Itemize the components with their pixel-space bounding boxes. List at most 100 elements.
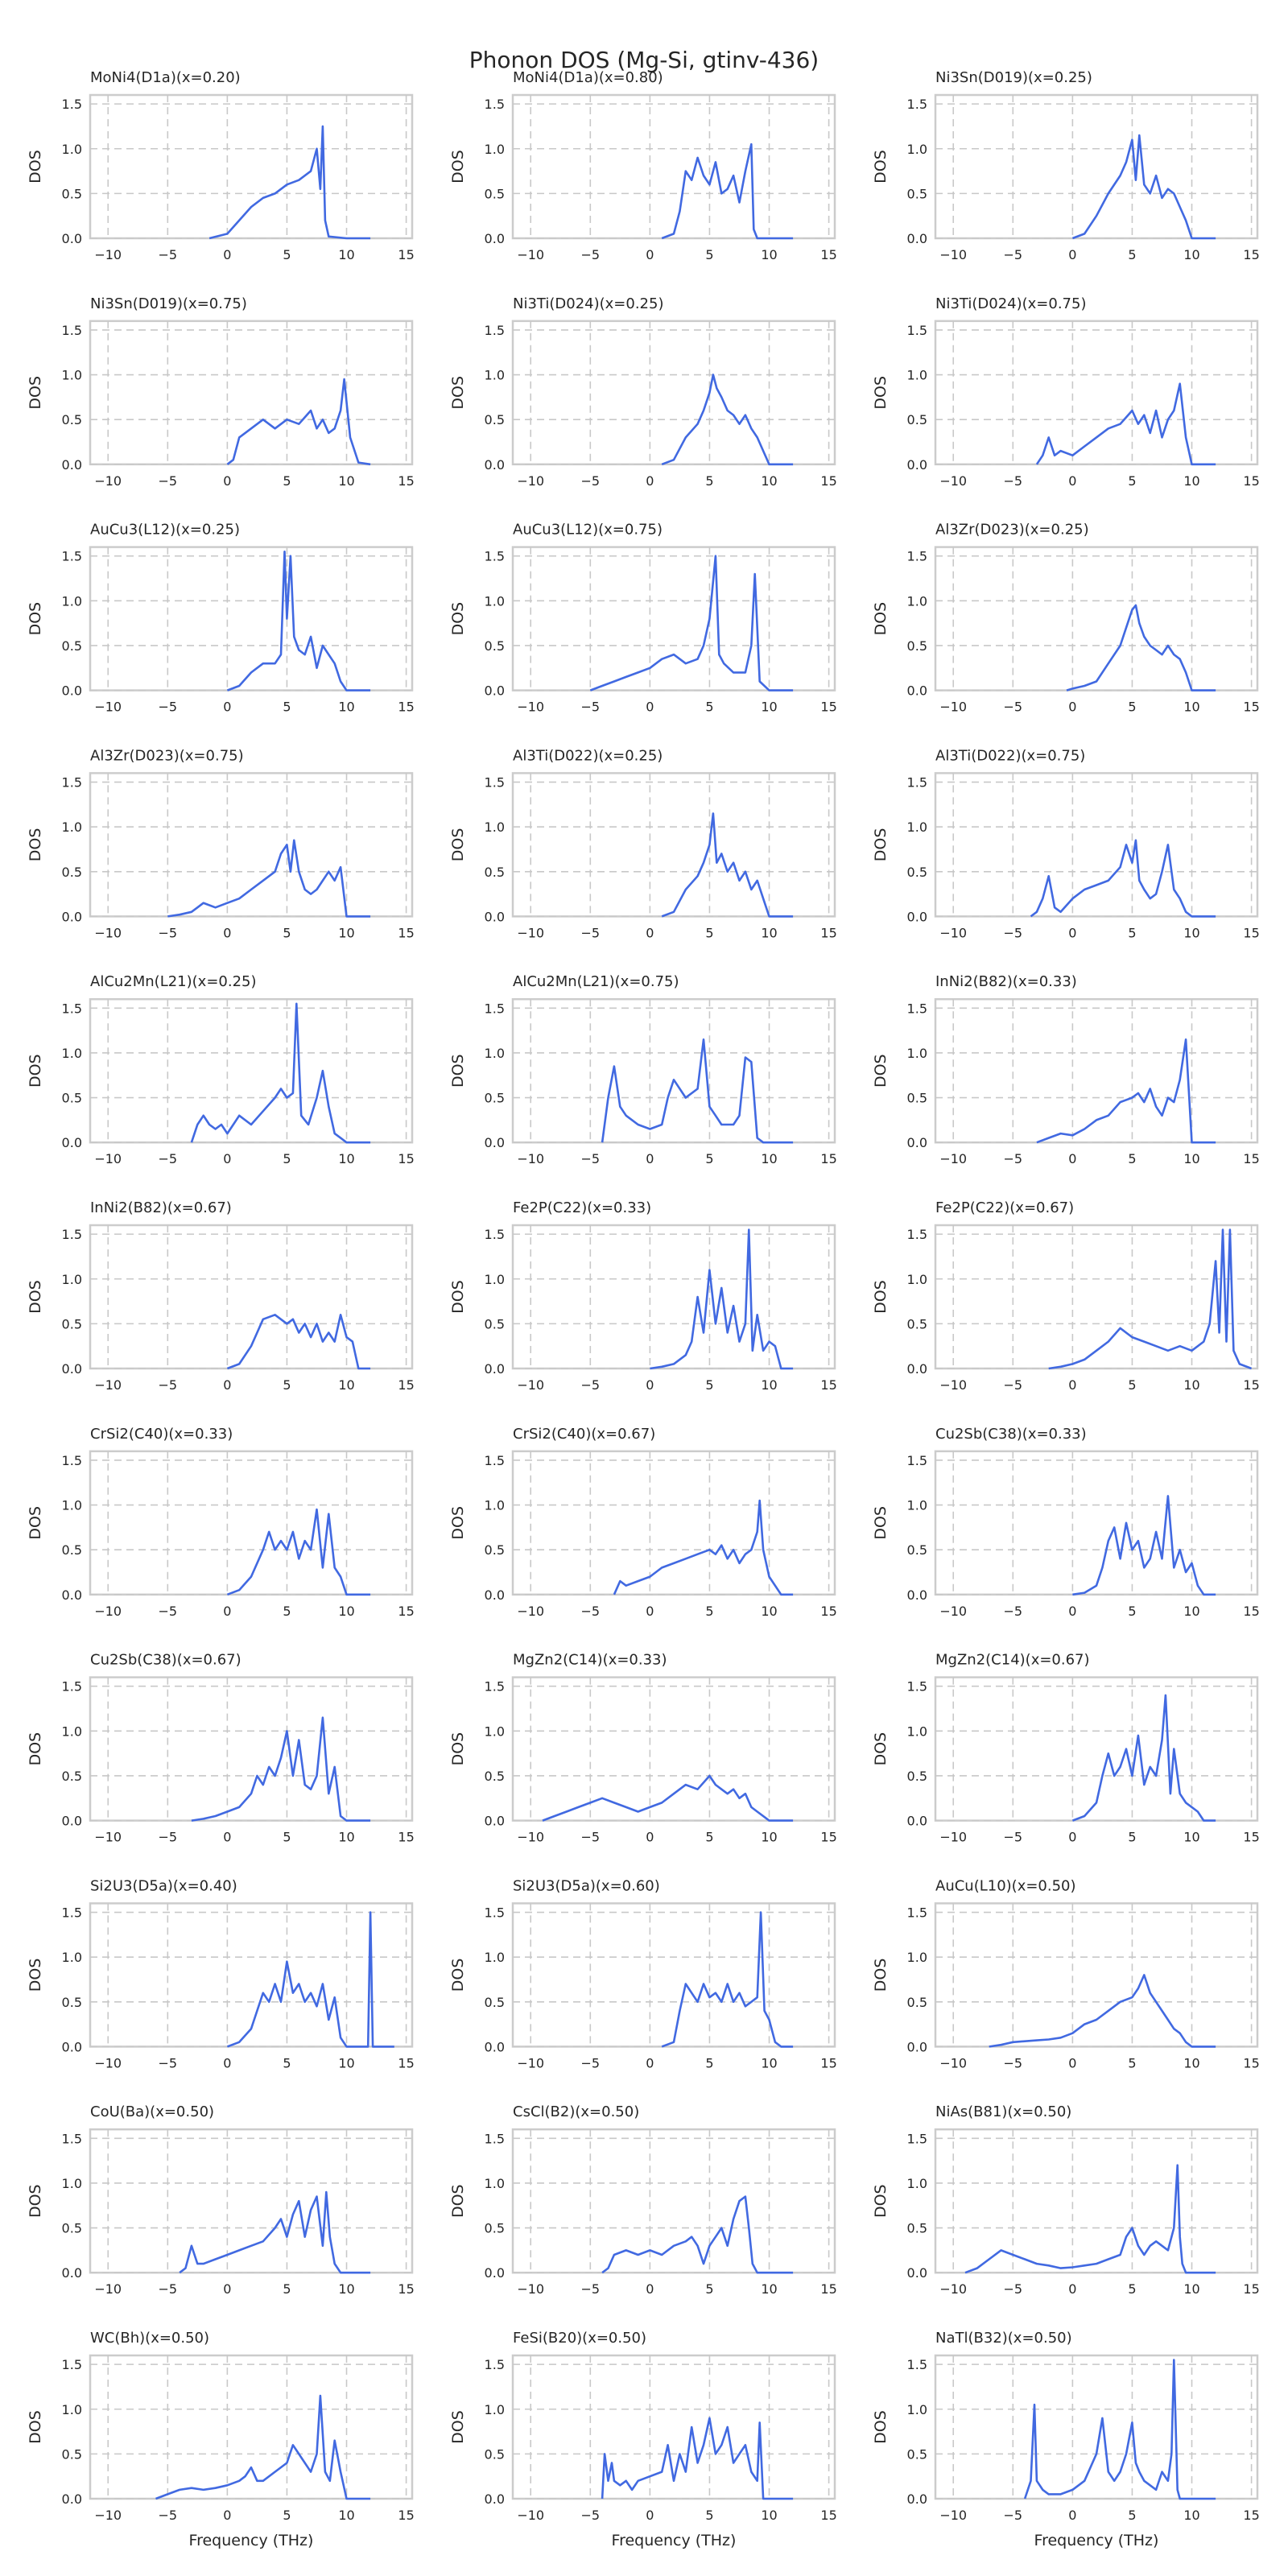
y-tick-label: 0.5 [485,1542,505,1558]
x-tick-label: −5 [1003,473,1022,489]
y-axis-label: DOS [449,2184,467,2218]
x-tick-label: −5 [158,1604,177,1619]
x-tick-label: 0 [223,473,231,489]
y-tick-label: 0.0 [485,683,505,699]
y-tick-label: 0.0 [62,1814,82,1829]
plot-frame [934,1450,1259,1596]
plot-frame [89,2354,414,2500]
x-tick-label: −5 [1003,2055,1022,2070]
dos-line [613,1499,794,1596]
plot-frame [89,546,414,691]
y-tick-label: 1.5 [907,2357,927,2372]
dos-line [1066,604,1216,691]
x-tick-label: 10 [761,700,777,715]
panel-title: CrSi2(C40)(x=0.33) [90,1426,233,1443]
x-tick-label: −5 [580,2508,600,2523]
x-tick-label: 15 [820,1604,836,1619]
y-axis-label: DOS [872,376,890,410]
y-tick-label: 1.5 [62,1905,82,1921]
y-tick-label: 1.5 [62,775,82,791]
x-tick-label: 10 [1183,473,1199,489]
y-tick-label: 1.5 [907,97,927,112]
x-tick-label: 0 [223,1604,231,1619]
y-tick-label: 1.0 [62,2176,82,2191]
x-tick-label: −10 [517,925,544,940]
plot-frame [511,546,836,691]
dos-line [167,839,371,918]
x-tick-label: 5 [1128,247,1136,262]
y-axis-label: DOS [27,2410,44,2444]
dos-panel: −10 −5 0 5 10 15 0.0 0.5 1.0 1.5 NaTl(B32)(x=0.50)… [872,2330,1260,2549]
x-tick-label: 5 [1128,1377,1136,1393]
x-tick-label: 10 [1183,1830,1199,1845]
dos-panel: −10 −5 0 5 10 15 0.0 0.5 1.0 1.5 Fe2P(C22)(x=0.67)… [872,1199,1260,1393]
x-tick-label: 0 [1068,925,1076,940]
panel-title: InNi2(B82)(x=0.33) [935,973,1077,990]
x-tick-label: 5 [705,2055,713,2070]
x-tick-label: 10 [1183,1151,1199,1166]
y-tick-label: 1.0 [907,1498,927,1513]
dos-panel: −10 −5 0 5 10 15 0.0 0.5 1.0 1.5 InNi2(B82)(x=0.67… [27,1199,415,1393]
x-tick-label: 15 [1243,700,1259,715]
y-tick-label: 1.5 [485,1453,505,1468]
panel-title: Ni3Sn(D019)(x=0.75) [90,295,247,312]
x-tick-label: −10 [517,2281,544,2297]
x-tick-label: −5 [158,1377,177,1393]
dos-line [226,1314,371,1370]
x-tick-label: 10 [761,473,777,489]
x-tick-label: −10 [94,700,122,715]
y-tick-label: 0.5 [62,1316,82,1331]
x-tick-label: −10 [517,1830,544,1845]
dos-panel: −10 −5 0 5 10 15 0.0 0.5 1.0 1.5 Ni3Sn(D019)(x=0.2… [872,69,1260,262]
panel-title: Ni3Sn(D019)(x=0.25) [935,69,1092,86]
y-tick-label: 1.0 [485,819,505,835]
x-tick-label: −10 [94,925,122,940]
y-tick-label: 1.5 [485,1905,505,1921]
y-tick-label: 1.0 [62,819,82,835]
x-tick-label: 15 [398,925,414,940]
dos-panel: −10 −5 0 5 10 15 0.0 0.5 1.0 1.5 AuCu3(L12)(x=0.75… [449,522,837,715]
x-tick-label: 5 [283,700,291,715]
dos-panel: −10 −5 0 5 10 15 0.0 0.5 1.0 1.5 AlCu2Mn(L21)(x=0.… [449,973,837,1166]
y-tick-label: 0.5 [907,638,927,654]
x-tick-label: −5 [1003,1830,1022,1845]
y-axis-label: DOS [27,1959,44,1992]
y-tick-label: 1.5 [62,1227,82,1242]
y-axis-label: DOS [449,2410,467,2444]
dos-line [601,2417,794,2500]
dos-panel: −10 −5 0 5 10 15 0.0 0.5 1.0 1.5 Fe2P(C22)(x=0.33)… [449,1199,837,1393]
dos-panel: −10 −5 0 5 10 15 0.0 0.5 1.0 1.5 MgZn2(C14)(x=0.67… [872,1652,1260,1845]
x-tick-label: −10 [517,1604,544,1619]
y-tick-label: 0.5 [62,865,82,880]
dos-line [661,374,794,466]
y-tick-label: 1.0 [62,1724,82,1739]
x-tick-label: 0 [646,1830,654,1845]
y-tick-label: 0.5 [485,2446,505,2462]
y-tick-label: 1.5 [62,2131,82,2146]
panel-title: Si2U3(D5a)(x=0.60) [513,1877,660,1894]
y-tick-label: 1.0 [485,1046,505,1061]
x-tick-label: 10 [1183,1604,1199,1619]
dos-panel: −10 −5 0 5 10 15 0.0 0.5 1.0 1.5 CrSi2(C40)(x=0.33… [27,1426,415,1619]
plot-frame [934,320,1259,466]
x-tick-label: 10 [338,1377,354,1393]
y-tick-label: 1.0 [485,142,505,157]
x-tick-label: −5 [158,925,177,940]
y-tick-label: 0.0 [485,2491,505,2507]
panel-title: Al3Ti(D022)(x=0.25) [513,747,663,764]
x-tick-label: 10 [761,1151,777,1166]
y-tick-label: 1.5 [485,1001,505,1016]
plot-frame [89,772,414,918]
x-tick-label: 5 [705,247,713,262]
x-tick-label: −10 [94,1151,122,1166]
figure-title: Phonon DOS (Mg-Si, gtinv-436) [469,47,819,73]
x-tick-label: 0 [1068,247,1076,262]
x-tick-label: 10 [338,700,354,715]
x-tick-label: 10 [761,2508,777,2523]
y-tick-label: 0.0 [485,1587,505,1603]
y-tick-label: 1.0 [485,1724,505,1739]
y-axis-label: DOS [872,2410,890,2444]
x-tick-label: −5 [580,1830,600,1845]
x-tick-label: −5 [1003,2281,1022,2297]
x-tick-label: 15 [820,1830,836,1845]
